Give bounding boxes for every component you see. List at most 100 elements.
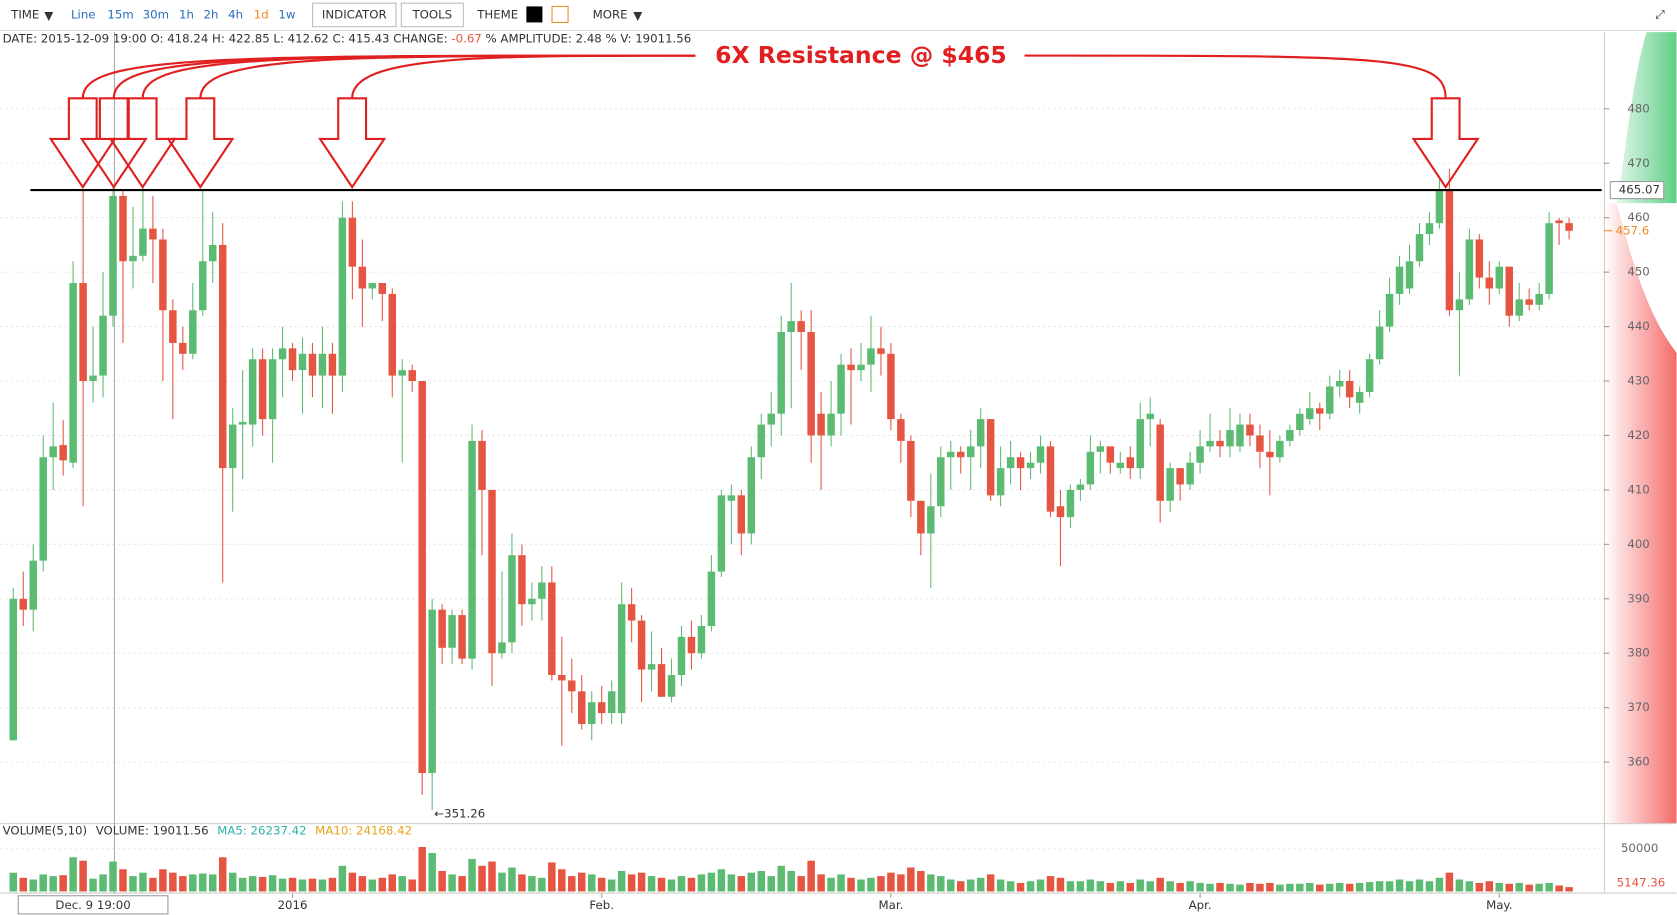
volume-bar bbox=[1236, 884, 1244, 892]
candle-body bbox=[438, 609, 446, 648]
candle-body bbox=[1156, 424, 1164, 501]
candle-body bbox=[737, 495, 746, 534]
volume-bar bbox=[59, 875, 67, 892]
volume-bar bbox=[189, 874, 197, 892]
candle-body bbox=[1186, 462, 1194, 485]
fullscreen-icon[interactable]: ⤢ bbox=[1654, 7, 1664, 21]
candle-body bbox=[1196, 446, 1204, 463]
volume-bar bbox=[1026, 881, 1035, 892]
interval[interactable]: 1d bbox=[254, 7, 269, 21]
candle-body bbox=[228, 424, 237, 469]
candle-body bbox=[258, 359, 267, 420]
candle-body bbox=[1555, 220, 1563, 224]
candle-body bbox=[89, 375, 97, 382]
candle-body bbox=[179, 342, 187, 354]
candle-body bbox=[218, 244, 227, 469]
volume-bar bbox=[109, 861, 117, 892]
button[interactable] bbox=[312, 2, 397, 28]
volume-bar bbox=[1515, 882, 1523, 892]
interval[interactable]: 4h bbox=[228, 7, 243, 21]
candle-body bbox=[1236, 424, 1244, 447]
candle-body bbox=[747, 457, 756, 534]
volume-bar bbox=[89, 878, 97, 892]
candle-body bbox=[558, 674, 566, 681]
candle-body bbox=[528, 598, 536, 605]
candle-body bbox=[1306, 408, 1314, 420]
candle-body bbox=[418, 381, 426, 773]
volume-bar bbox=[637, 872, 646, 892]
y-tick-label: 480 bbox=[1627, 101, 1649, 115]
volume-bar bbox=[298, 879, 307, 892]
interval[interactable]: 15m bbox=[107, 7, 133, 21]
volume-bar bbox=[388, 874, 397, 892]
candle-body bbox=[448, 615, 456, 648]
candle-body bbox=[996, 468, 1005, 496]
volume-bar bbox=[428, 853, 436, 892]
theme-dark[interactable] bbox=[526, 6, 543, 23]
volume-bar bbox=[1355, 882, 1364, 892]
x-tick-label: 2016 bbox=[278, 898, 308, 912]
low-label: ←351.26 bbox=[434, 806, 485, 820]
candle-body bbox=[1066, 489, 1075, 518]
volume-bar bbox=[707, 872, 716, 892]
candle-body bbox=[817, 413, 825, 436]
interval[interactable]: 1h bbox=[179, 7, 194, 21]
interval[interactable]: Line bbox=[71, 7, 96, 21]
interval[interactable]: 2h bbox=[204, 7, 219, 21]
candle-body bbox=[1335, 381, 1344, 387]
candle-body bbox=[1096, 446, 1105, 452]
candle-body bbox=[847, 364, 855, 371]
volume-bar bbox=[19, 877, 28, 892]
volume-bar bbox=[797, 876, 805, 892]
volume-bar bbox=[947, 879, 955, 892]
candle-body bbox=[1256, 435, 1264, 452]
volume-bar bbox=[617, 870, 626, 892]
volume-bar bbox=[996, 879, 1005, 892]
candle-body bbox=[1365, 359, 1374, 392]
volume-bar bbox=[887, 872, 895, 892]
candle-body bbox=[1076, 484, 1085, 490]
volume-bar bbox=[757, 870, 766, 892]
button[interactable] bbox=[400, 2, 464, 28]
time-menu[interactable]: TIME bbox=[10, 7, 39, 21]
volume-bar bbox=[727, 874, 736, 892]
x-tick-label: Feb. bbox=[589, 898, 614, 912]
candle-body bbox=[79, 283, 87, 382]
volume-bar bbox=[498, 872, 506, 892]
volume-bar bbox=[677, 876, 686, 892]
volume-bar bbox=[1485, 881, 1494, 892]
depth-asks bbox=[1603, 203, 1677, 824]
more-menu[interactable]: MORE bbox=[593, 7, 628, 21]
candle-body bbox=[578, 691, 586, 724]
candle-body bbox=[897, 419, 905, 441]
candle-body bbox=[1296, 413, 1304, 431]
candle-body bbox=[388, 293, 397, 376]
interval[interactable]: 30m bbox=[143, 7, 169, 21]
volume-bar bbox=[1176, 882, 1184, 892]
volume-bar bbox=[587, 874, 596, 892]
volume-bar bbox=[697, 874, 706, 892]
volume-bar bbox=[597, 877, 606, 892]
volume-bar bbox=[787, 870, 795, 892]
volume-bar bbox=[857, 879, 865, 892]
volume-bar bbox=[1156, 877, 1164, 892]
volume-bar bbox=[248, 876, 257, 892]
candle-body bbox=[1485, 277, 1494, 289]
candle-body bbox=[298, 353, 307, 371]
volume-summary: MA5: 26237.42 bbox=[217, 823, 306, 837]
volume-bar bbox=[1505, 883, 1513, 892]
candle-body bbox=[837, 364, 845, 414]
volume-bar bbox=[99, 874, 107, 892]
candle-body bbox=[248, 359, 257, 425]
y-tick-label: 420 bbox=[1627, 428, 1649, 442]
interval[interactable]: 1w bbox=[278, 7, 295, 21]
volume-bar bbox=[1395, 879, 1404, 892]
volume-bar bbox=[1385, 881, 1394, 892]
theme-light[interactable] bbox=[551, 5, 569, 23]
caret: ▼ bbox=[633, 9, 642, 23]
volume-bar bbox=[468, 858, 476, 892]
y-tick-label: 440 bbox=[1627, 319, 1649, 333]
volume-bar bbox=[139, 872, 147, 892]
volume-bar bbox=[119, 869, 127, 892]
y-tick-label: 470 bbox=[1627, 156, 1649, 170]
